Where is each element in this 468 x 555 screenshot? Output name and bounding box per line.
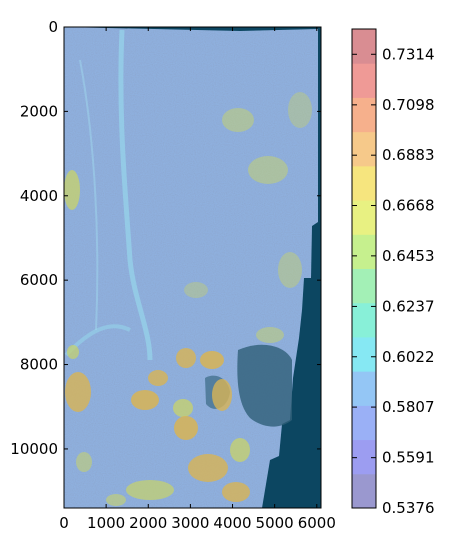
x-tick-label: 4000: [213, 514, 251, 532]
colorbar-frame: [351, 28, 377, 509]
y-tick-label: 6000: [20, 271, 58, 289]
colorbar-cell: [352, 131, 376, 167]
x-tick-label: 1000: [87, 514, 125, 532]
colorbar-cells: [352, 29, 376, 509]
y-tick-label: 4000: [20, 187, 58, 205]
colorbar-cell: [352, 268, 376, 304]
plot-frame: [63, 26, 322, 509]
colorbar-cell: [352, 97, 376, 133]
colorbar-tick-label: 0.6883: [382, 146, 435, 164]
dark-patch: [237, 344, 292, 427]
colorbar-cell: [352, 165, 376, 201]
colorbar-tick-label: 0.6022: [382, 348, 435, 366]
colorbar-cell: [352, 63, 376, 98]
y-axis: 0 2000 4000 6000 8000 10000: [10, 18, 321, 458]
y-tick-label: 2000: [20, 102, 58, 120]
y-tick-label: 8000: [20, 356, 58, 374]
colorbar-cell: [352, 234, 376, 269]
x-tick-label: 3000: [171, 514, 209, 532]
colorbar-tick-label: 0.5591: [382, 449, 435, 467]
colorbar-cell: [352, 405, 376, 441]
colorbar-cell: [352, 473, 376, 509]
heatmap-axes: 0 1000 2000 3000 4000 5000 6000 02000400060008…: [10, 18, 336, 532]
colorbar-tick-label: 0.6237: [382, 297, 435, 315]
x-tick-label: 5000: [256, 514, 294, 532]
colorbar-tick-label: 0.6668: [382, 197, 435, 215]
warm-spots: [64, 92, 312, 506]
colorbar-tick-label: 0.5376: [382, 499, 435, 517]
x-tick-label: 6000: [298, 514, 336, 532]
colorbar-cell: [352, 336, 376, 372]
colorbar-tick-label: 0.7098: [382, 96, 435, 114]
colorbar-ticks: 0.5376 0.5591 0.5807 0.6022 0.6237 0.6453 0.66…: [352, 45, 435, 517]
colorbar-cell: [352, 29, 376, 64]
colorbar-cell: [352, 439, 376, 475]
y-tick-label: 0: [48, 18, 58, 36]
river-streak: [118, 29, 153, 361]
colorbar-tick-label: 0.5807: [382, 398, 435, 416]
colorbar-cell: [352, 371, 376, 406]
colorbar-tick-label: 0.6453: [382, 247, 435, 265]
colorbar: 0.5376 0.5591 0.5807 0.6022 0.6237 0.6453 0.66…: [351, 28, 435, 517]
y-tick-label: 10000: [10, 440, 58, 458]
river-streak: [79, 59, 99, 331]
x-axis: 0 1000 2000 3000 4000 5000 6000: [59, 27, 336, 532]
x-tick-label: 0: [59, 514, 69, 532]
x-tick-label: 2000: [129, 514, 167, 532]
colorbar-cell: [352, 302, 376, 338]
colorbar-tick-label: 0.7314: [382, 45, 435, 63]
heatmap-image: [64, 27, 318, 508]
